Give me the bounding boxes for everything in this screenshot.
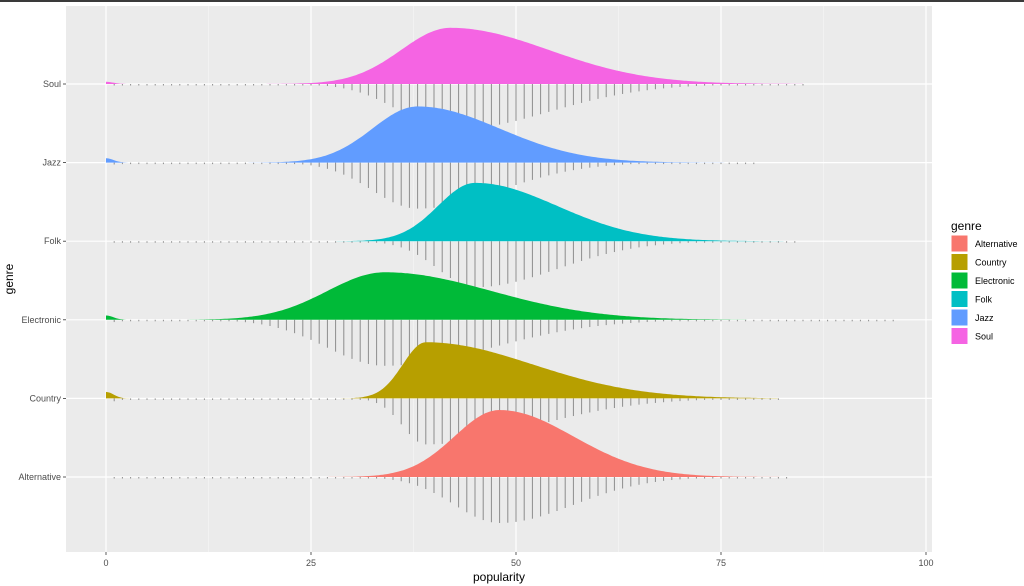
legend-key — [950, 290, 969, 308]
y-axis-title: genre — [2, 263, 16, 294]
legend-key — [950, 234, 969, 253]
y-axis: Alternative Country Electronic Folk Jazz Soul — [18, 79, 66, 482]
legend-key — [950, 308, 969, 327]
x-tick-label: 25 — [306, 558, 316, 568]
x-tick-label: 100 — [918, 558, 933, 568]
ridge-jazz — [106, 106, 754, 163]
ridge-folk — [106, 182, 795, 242]
y-tick-label: Jazz — [42, 158, 61, 168]
y-tick-label: Country — [29, 393, 61, 403]
x-axis-title: popularity — [473, 570, 525, 584]
x-tick-label: 0 — [103, 558, 108, 568]
legend-key — [950, 253, 969, 271]
y-tick-label: Alternative — [18, 472, 61, 482]
x-tick-label: 50 — [511, 558, 521, 568]
x-axis: 0 25 50 75 100 — [103, 552, 934, 568]
legend-label: Alternative — [975, 239, 1018, 249]
legend-label: Folk — [975, 295, 993, 305]
ridge-electronic — [106, 272, 894, 320]
legend-label: Electronic — [975, 276, 1015, 286]
y-tick-label: Electronic — [21, 315, 61, 325]
legend-label: Jazz — [975, 313, 994, 323]
ridge-country — [106, 342, 779, 399]
top-border — [0, 0, 1024, 2]
rug-lines — [113, 84, 894, 523]
density-ridges — [106, 27, 894, 477]
x-tick-label: 75 — [716, 558, 726, 568]
legend-key — [950, 327, 969, 345]
legend-label: Soul — [975, 332, 993, 342]
legend: genre Alternative Country Electronic Folk Ja… — [950, 219, 1018, 345]
y-tick-label: Soul — [43, 79, 61, 89]
ridge-alternative — [106, 410, 787, 477]
legend-label: Country — [975, 258, 1007, 268]
legend-key — [950, 271, 969, 290]
y-tick-label: Folk — [44, 236, 62, 246]
legend-title: genre — [951, 219, 982, 233]
ridge-soul — [106, 27, 803, 84]
